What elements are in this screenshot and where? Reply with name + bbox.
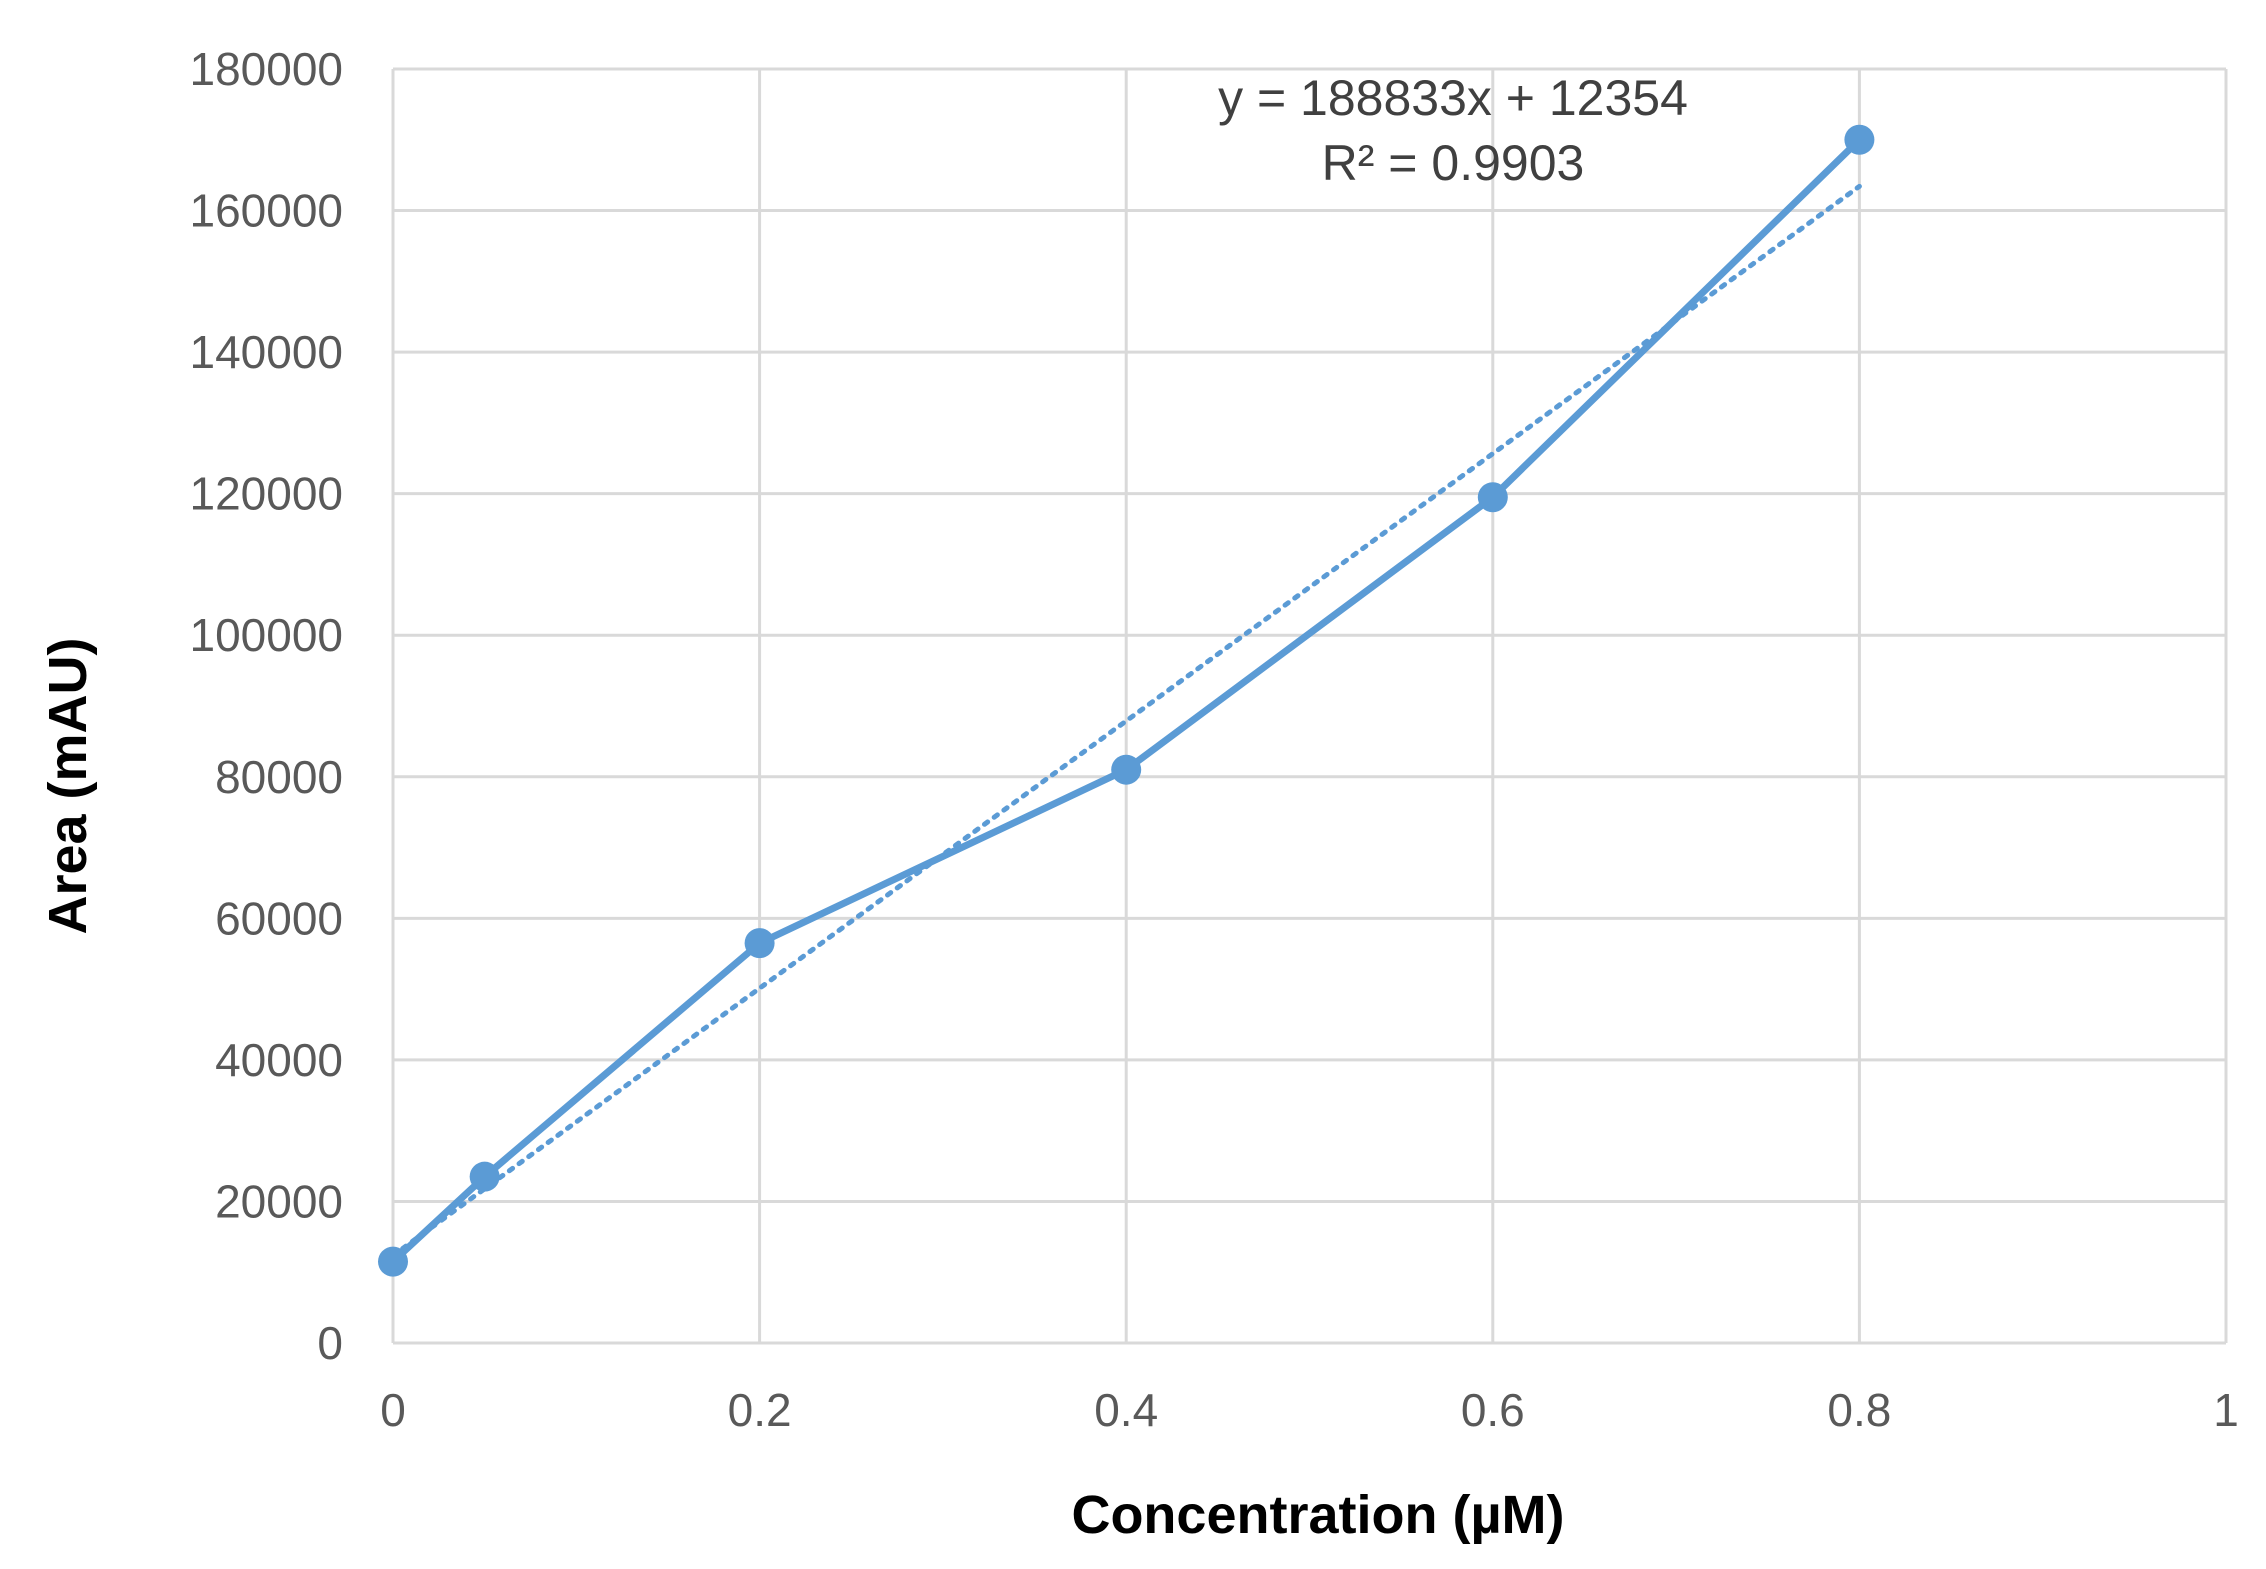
x-tick-label: 0.8 [1827, 1384, 1891, 1436]
trendline-equation: y = 188833x + 12354 [1218, 70, 1688, 126]
y-tick-label: 20000 [215, 1175, 343, 1227]
trendline-layer [390, 183, 1862, 1259]
x-tick-label: 0 [380, 1384, 406, 1436]
y-tick-label: 40000 [215, 1034, 343, 1086]
data-point [744, 928, 775, 959]
y-tick-label: 140000 [190, 326, 344, 378]
trendline-r-squared: R² = 0.9903 [1322, 135, 1585, 191]
series-line [390, 137, 1862, 1265]
y-tick-label: 100000 [190, 609, 344, 661]
grid-lines [391, 67, 2228, 1345]
data-point [469, 1161, 500, 1192]
y-tick-label: 80000 [215, 751, 343, 803]
data-point [1477, 482, 1508, 513]
x-tick-label: 0.4 [1094, 1384, 1158, 1436]
data-point [378, 1246, 408, 1277]
y-tick-label: 60000 [215, 892, 343, 944]
data-point [1844, 124, 1875, 155]
x-axis-ticks: 0 0.2 0.4 0.6 0.8 1 [380, 1384, 2239, 1436]
x-axis-title: Concentration (µM) [1071, 1485, 1564, 1545]
y-tick-label: 160000 [190, 185, 344, 237]
x-tick-label: 1 [2213, 1384, 2239, 1436]
y-axis-title: Area (mAU) [38, 637, 98, 934]
y-axis-ticks: 0 20000 40000 60000 80000 100000 120000 140000 1… [190, 43, 344, 1369]
y-tick-label: 120000 [190, 468, 344, 520]
data-point [1111, 754, 1142, 785]
y-tick-label: 0 [317, 1317, 343, 1369]
y-tick-label: 180000 [190, 43, 344, 95]
x-tick-label: 0.6 [1461, 1384, 1525, 1436]
series-layer [378, 124, 1875, 1277]
x-tick-label: 0.2 [728, 1384, 792, 1436]
trendline [390, 183, 1862, 1259]
